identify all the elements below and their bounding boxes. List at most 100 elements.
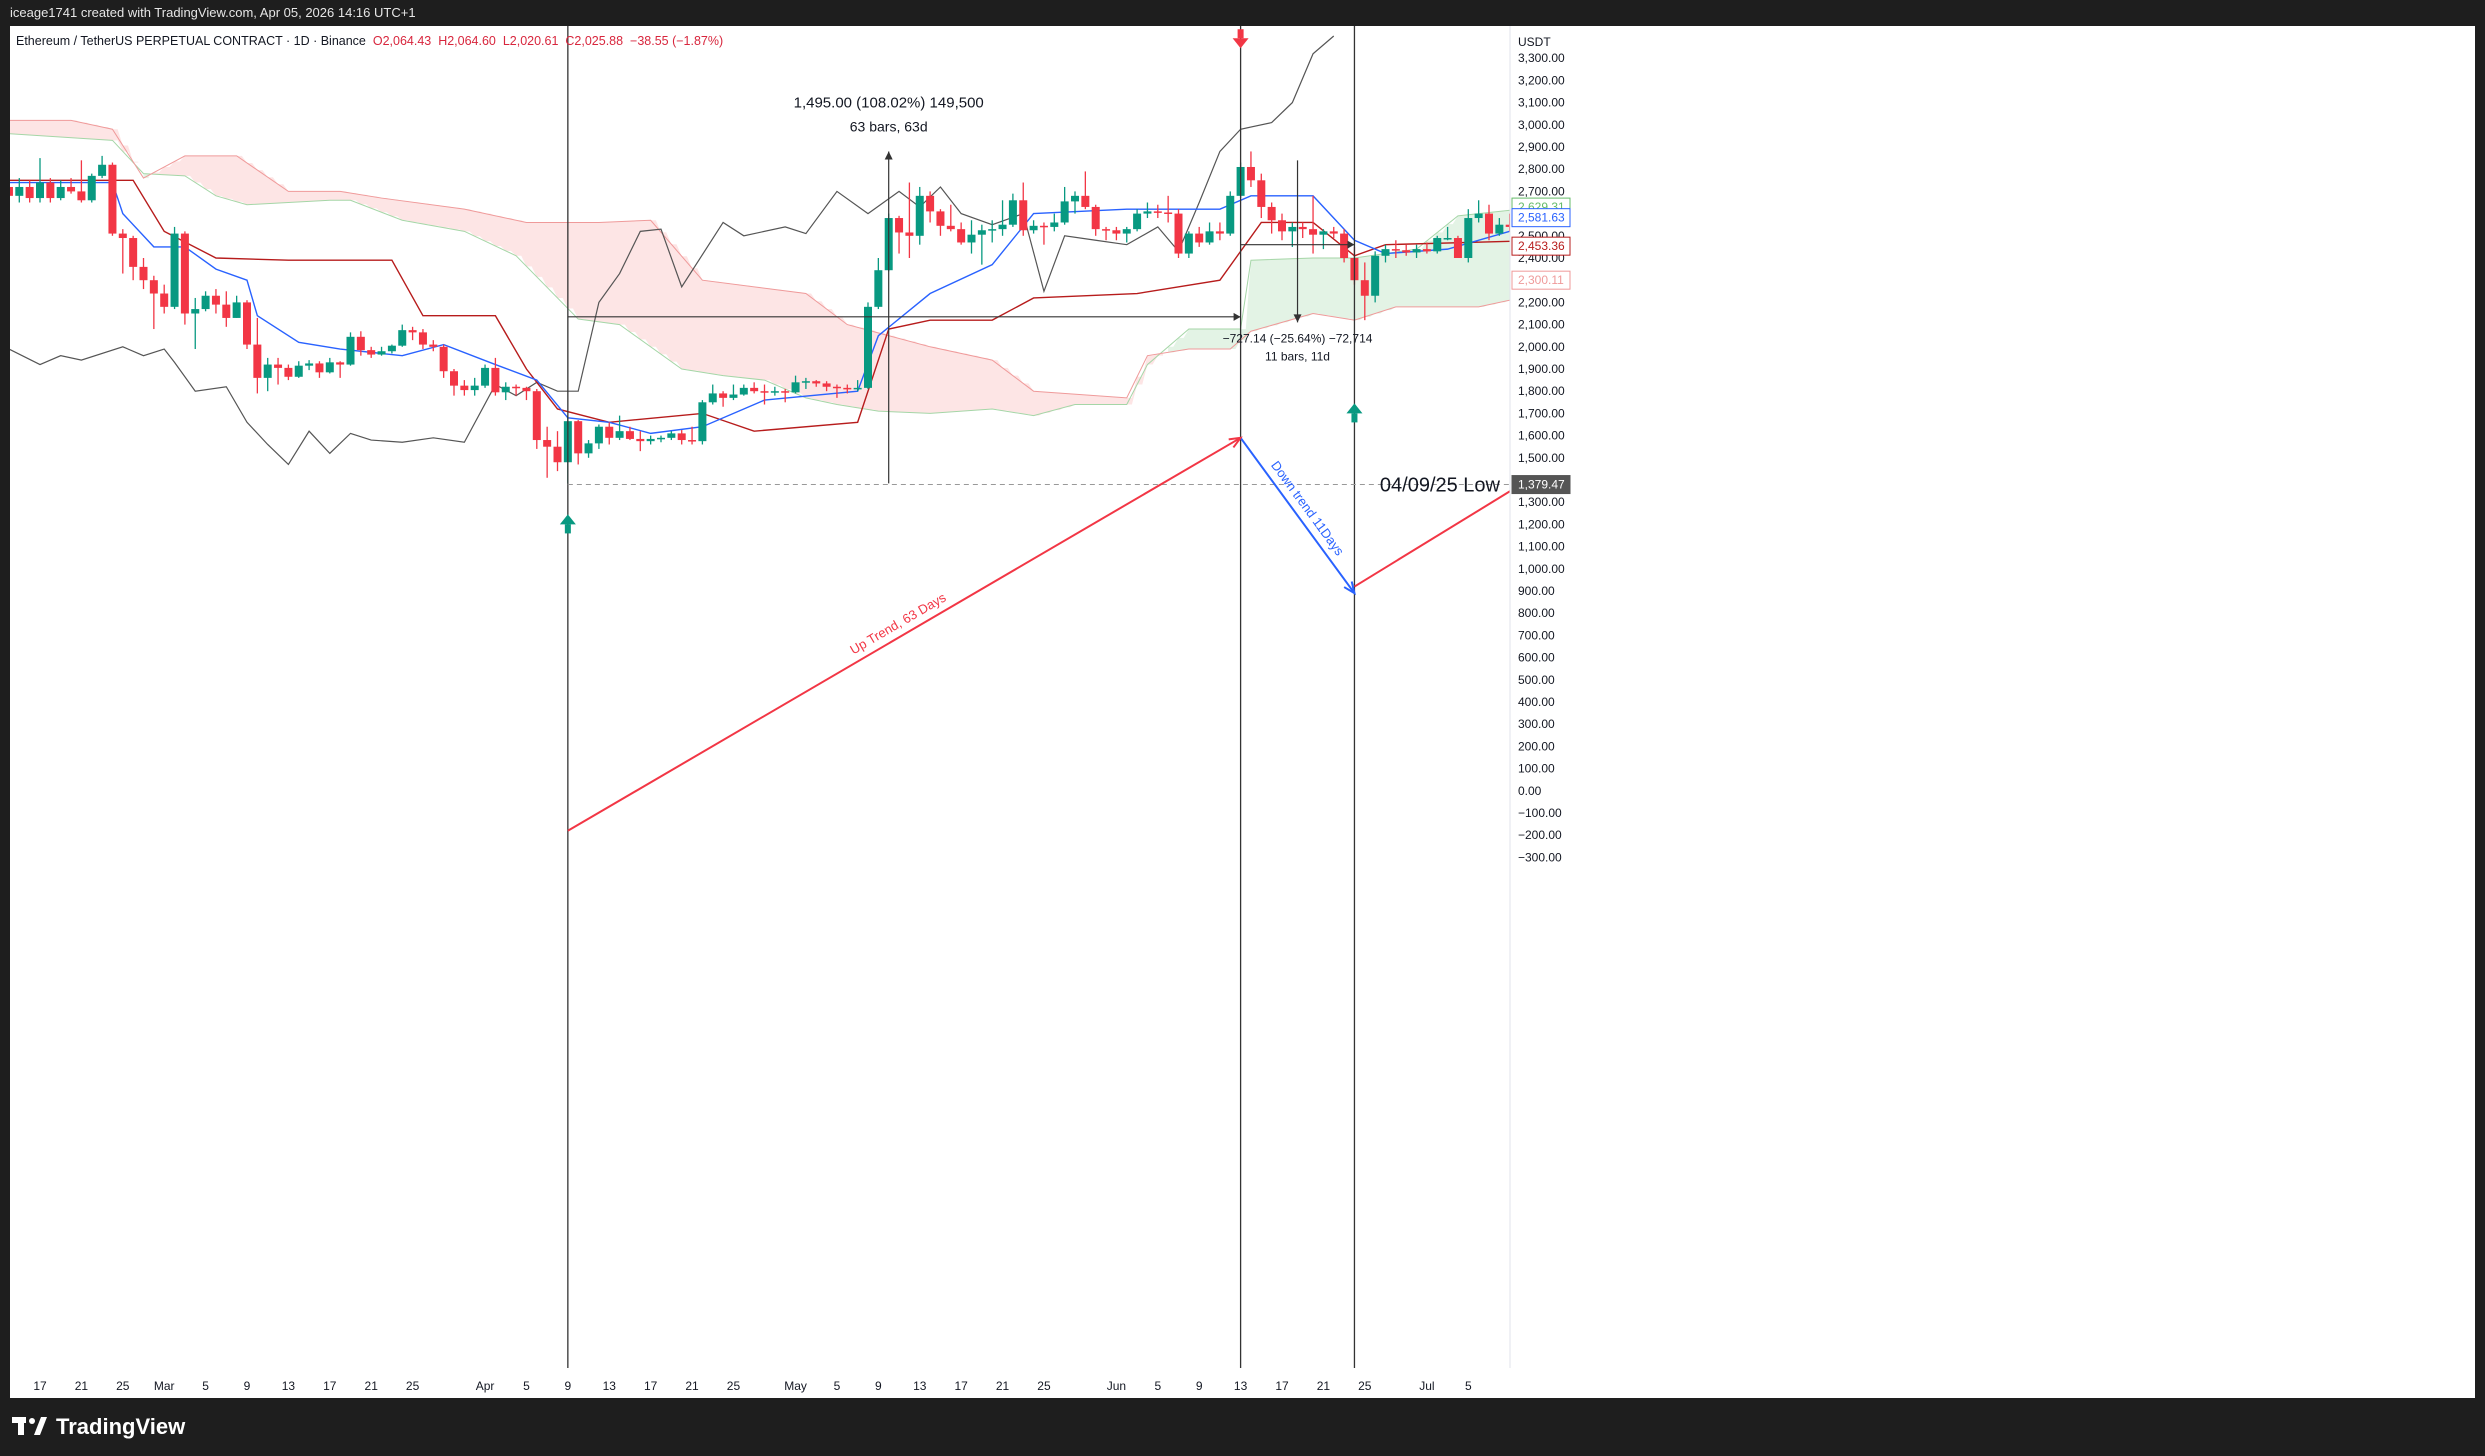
candle-body [1226,195,1235,234]
candle-body [170,233,179,307]
candle-body [98,164,107,176]
candle [387,344,396,354]
x-tick-label: 17 [33,1379,47,1393]
candle [1215,222,1224,241]
candle [625,426,634,441]
candle [688,426,697,445]
x-tick-label: 5 [523,1379,530,1393]
candle-body [543,440,552,447]
candle [439,344,448,378]
candle [15,178,24,203]
candle-body [812,381,821,384]
candle-body [1071,195,1079,202]
candle-body [346,336,355,365]
candle-body [108,164,117,234]
candle [1195,226,1204,247]
candle [211,289,220,314]
up-trend-line [567,436,1242,832]
legend-change: −38.55 (−1.87%) [630,34,724,48]
price-label: 2,453.36 [1511,236,1571,256]
candle [998,200,1007,236]
candle-body [760,391,769,393]
candle [253,317,262,394]
buy-signal-arrow-icon [559,514,576,534]
candle-body [1029,225,1038,231]
down-trend-line [1239,437,1356,594]
down-measure-label: −727.14 (−25.64%) −72,714 [1223,331,1373,345]
arrow-head [1347,240,1355,249]
candle-body [315,363,324,373]
candle-body [874,270,883,307]
candle-body [843,387,852,390]
candle [294,361,303,378]
candle-body [129,238,138,267]
candle-body [791,382,800,393]
y-tick-label: 1,500.00 [1518,451,1565,465]
candlestick-chart[interactable]: 1,495.00 (108.02%) 149,500 63 bars, 63d −7… [10,26,2475,1398]
candle [222,291,231,327]
x-tick-label: 13 [603,1379,617,1393]
candle-body [615,431,624,438]
candle [481,364,490,388]
candle [1371,251,1380,303]
candle [988,220,997,243]
tradingview-logo-icon [12,1417,47,1435]
candle [232,295,241,318]
candle-body [232,302,241,318]
candle-body [512,386,521,389]
senkou-span-b [10,119,1510,399]
candle [1412,244,1421,258]
candle-body [501,386,510,393]
candle [781,388,790,403]
candle [667,431,676,441]
y-tick-label: 2,800.00 [1518,162,1565,176]
y-tick-label: 0.00 [1518,784,1542,798]
candle [180,231,189,325]
legend-low: L2,020.61 [502,34,559,48]
candle [1246,151,1255,187]
candle-body [1309,229,1318,235]
brand[interactable]: TradingView [12,1412,185,1442]
candle [1081,171,1090,210]
x-tick-label: 21 [1317,1379,1331,1393]
candle [274,357,283,385]
candle-body [1381,249,1390,256]
candle [243,300,251,350]
candle-body [657,437,665,440]
candle [1143,202,1152,219]
arrow-head [1293,314,1302,323]
candle-body [1360,280,1369,296]
candle-body [708,393,717,403]
x-tick-label: Apr [476,1379,495,1393]
candle-body [253,344,262,378]
candle-body [1391,249,1400,251]
y-tick-label: 400.00 [1518,695,1555,709]
candle-body [1019,200,1028,231]
candle-body [636,438,645,442]
candle-body [1485,213,1493,234]
candle-body [1122,229,1131,234]
candle-body [988,229,997,231]
y-tick-label: 3,100.00 [1518,96,1565,110]
x-tick-label: Jul [1419,1379,1434,1393]
trend-arrow-head [1343,581,1356,596]
y-tick-label: 1,300.00 [1518,495,1565,509]
credit-text: iceage1741 created with TradingView.com,… [10,5,416,20]
candle-body [46,182,55,199]
chart-area[interactable]: 1,495.00 (108.02%) 149,500 63 bars, 63d −7… [10,26,2475,1398]
candle [843,384,852,394]
candle [129,235,138,281]
candle-body [1050,222,1059,227]
candle-body [1267,206,1276,221]
candle-body [1402,250,1411,253]
candle-body [429,344,438,347]
candle [636,431,645,452]
cloud-bull [1168,210,1510,353]
candle-body [160,293,169,307]
candle-body [1060,201,1069,223]
y-tick-label: −100.00 [1518,806,1562,820]
candle [1102,226,1111,241]
candle-body [56,186,65,199]
candle [450,369,458,396]
price-label: 2,581.63 [1511,208,1571,228]
